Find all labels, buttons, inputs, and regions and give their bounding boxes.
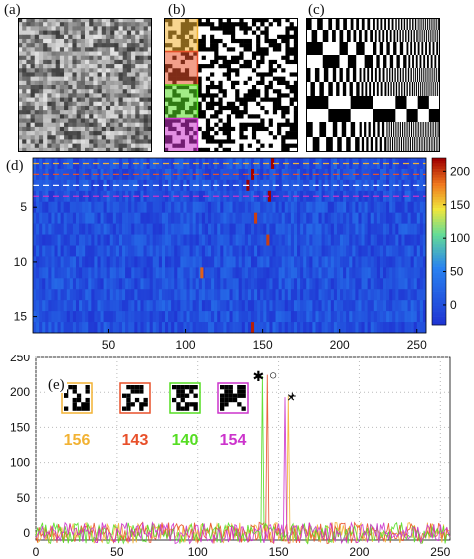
random-pattern-image	[18, 18, 153, 153]
series-line-140	[35, 375, 451, 545]
colorbar-tick: 200	[450, 164, 470, 178]
panel-c	[306, 18, 440, 152]
panel-b	[163, 17, 299, 153]
plot-x-tick: 100	[188, 545, 208, 559]
heatmap-peak-cell	[250, 168, 255, 180]
legend-label-143: 143	[122, 432, 149, 449]
plot-y-tick: 200	[10, 385, 30, 399]
plot-y-tick: 0	[23, 526, 30, 540]
heatmap-x-tick: 200	[330, 338, 350, 352]
heatmap-peak-cell	[200, 267, 204, 279]
heatmap-x-tick: 100	[176, 338, 196, 352]
heatmap-peak-cell	[267, 190, 271, 202]
peak-marker: +	[288, 388, 296, 404]
heatmap-peak-cell	[266, 234, 270, 246]
peak-marker: ×	[287, 389, 295, 405]
colorbar-tick: 50	[450, 265, 464, 279]
peak-marker: ○	[269, 367, 277, 383]
colorbar	[431, 157, 447, 326]
plot-x-tick: 250	[430, 545, 450, 559]
hadamard-pattern-image	[306, 18, 440, 152]
heatmap-y-tick: 15	[14, 310, 28, 324]
heatmap-x-tick: 50	[102, 338, 116, 352]
legend-label-156: 156	[64, 432, 91, 449]
peak-marker: ✱	[253, 368, 265, 384]
plot-y-tick: 100	[10, 456, 30, 470]
series-line-154	[35, 397, 451, 545]
heatmap-peak-cell	[270, 158, 275, 169]
heatmap-chart: 50 100 150 200 250 5 10 15 200 150 100 50 0	[14, 157, 470, 352]
panel-d-label: (d)	[4, 158, 26, 174]
panel-b-label: (b)	[166, 2, 188, 18]
plot-x-tick: 0	[33, 545, 40, 559]
legend-pattern-140	[169, 382, 201, 414]
panel-b-frame	[164, 18, 298, 152]
highlight-block-156	[163, 17, 199, 53]
panel-c-label: (c)	[306, 2, 327, 18]
heatmap-peak-cell	[254, 212, 258, 224]
panel-a-label: (a)	[2, 2, 23, 18]
colorbar-tick: 100	[450, 231, 470, 245]
plot-x-tick: 150	[269, 545, 289, 559]
correlation-line-chart: + ○✱ × 0 50 100 150 200 250 250 200 150 100 50 0 156 143…	[10, 355, 451, 559]
heatmap-y-tick: 10	[14, 255, 28, 269]
heatmap-y-tick: 5	[20, 200, 27, 214]
legend-label-140: 140	[172, 432, 199, 449]
legend-pattern-156	[61, 382, 93, 414]
legend-pattern-143	[119, 382, 151, 414]
binary-pattern-image	[163, 17, 299, 153]
highlight-block-140	[163, 84, 199, 120]
panel-e-label: (e)	[46, 377, 67, 393]
heatmap-peak-cell	[250, 322, 255, 333]
plot-x-tick: 200	[349, 545, 369, 559]
heatmap-frame	[32, 157, 427, 334]
colorbar-tick: 150	[450, 198, 470, 212]
plot-y-tick: 50	[17, 491, 31, 505]
highlight-block-143	[163, 50, 199, 86]
plot-y-tick: 250	[10, 355, 30, 364]
highlight-block-154	[163, 117, 199, 153]
heatmap-x-tick: 150	[253, 338, 273, 352]
plot-y-tick: 150	[10, 420, 30, 434]
panel-c-frame	[306, 18, 440, 152]
heatmap-x-tick: 250	[407, 338, 427, 352]
colorbar-tick: 0	[450, 298, 457, 312]
legend-pattern-154	[217, 382, 249, 414]
panel-a	[18, 18, 153, 153]
series-line-156	[35, 395, 451, 544]
legend-label-154: 154	[220, 432, 247, 449]
plot-x-tick: 50	[110, 545, 124, 559]
panel-a-frame	[18, 18, 152, 152]
